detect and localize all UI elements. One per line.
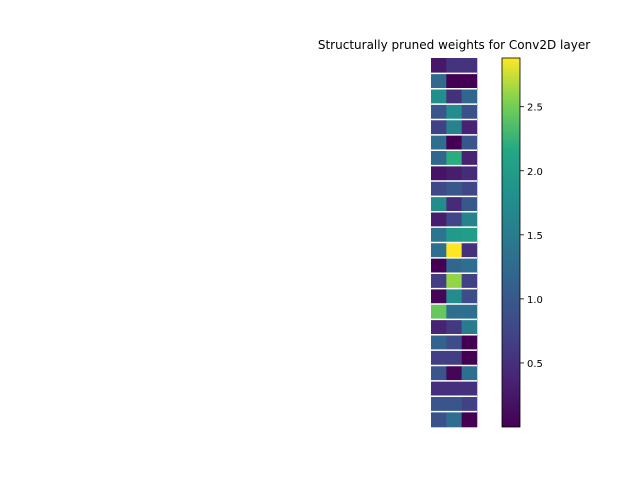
heatmap-cell <box>431 73 447 90</box>
colorbar-axis: 0.5 1.0 1.5 2.0 2.5 <box>520 103 543 370</box>
heatmap-cell <box>446 257 462 274</box>
heatmap-cell <box>461 104 478 120</box>
heatmap-cell <box>431 334 447 351</box>
heatmap-cell <box>431 58 447 74</box>
heatmap-cell <box>446 196 462 213</box>
heatmap-cell <box>461 134 478 151</box>
heatmap-cell <box>461 73 478 90</box>
heatmap-cell <box>461 242 478 259</box>
heatmap-cell <box>431 242 447 259</box>
heatmap-cell <box>431 288 447 305</box>
heatmap-cell <box>431 196 447 213</box>
heatmap-cell <box>461 319 478 336</box>
heatmap-cell <box>431 350 447 366</box>
heatmap-cell <box>446 380 462 397</box>
heatmap-grid <box>431 58 478 428</box>
chart-title: Structurally pruned weights for Conv2D l… <box>318 38 590 52</box>
heatmap-cell <box>446 411 462 428</box>
heatmap-cell <box>431 165 447 182</box>
heatmap-cell <box>461 365 478 382</box>
heatmap-cell <box>446 334 462 351</box>
heatmap-cell <box>461 211 478 228</box>
heatmap-cell <box>446 73 462 90</box>
heatmap-cell <box>446 273 462 289</box>
heatmap-cell <box>446 288 462 305</box>
colorbar-tick-label: 1.5 <box>527 231 543 242</box>
heatmap-cell <box>431 365 447 382</box>
colorbar <box>501 57 521 428</box>
heatmap-cell <box>461 396 478 412</box>
heatmap-cell <box>461 380 478 397</box>
heatmap-cell <box>461 227 478 243</box>
heatmap-cell <box>446 181 462 197</box>
heatmap-cell <box>446 242 462 259</box>
heatmap-cell <box>446 350 462 366</box>
heatmap-cell <box>431 211 447 228</box>
heatmap-cell <box>461 334 478 351</box>
colorbar-tick-label: 2.5 <box>527 103 543 114</box>
heatmap-cell <box>461 58 478 74</box>
heatmap-cell <box>461 181 478 197</box>
heatmap-cell <box>446 134 462 151</box>
heatmap-cell <box>431 273 447 289</box>
heatmap-cell <box>461 273 478 289</box>
heatmap-cell <box>446 104 462 120</box>
heatmap-cell <box>431 134 447 151</box>
heatmap-cell <box>446 365 462 382</box>
heatmap-cell <box>431 227 447 243</box>
row-separators <box>431 72 477 413</box>
heatmap-cell <box>461 288 478 305</box>
heatmap-cell <box>461 304 478 320</box>
heatmap-cell <box>431 396 447 412</box>
heatmap-cell <box>461 150 478 166</box>
heatmap-cell <box>461 119 478 136</box>
heatmap-cell <box>431 319 447 336</box>
colorbar-tick-label: 1.0 <box>527 295 543 306</box>
heatmap-cell <box>446 165 462 182</box>
heatmap-cell <box>446 396 462 412</box>
heatmap-cell <box>446 88 462 105</box>
heatmap-cell <box>431 150 447 166</box>
heatmap-cell <box>461 196 478 213</box>
heatmap-cell <box>431 257 447 274</box>
heatmap-cell <box>431 181 447 197</box>
heatmap-cell <box>446 304 462 320</box>
heatmap-cell <box>446 150 462 166</box>
heatmap-cell <box>446 58 462 74</box>
heatmap-cell <box>431 411 447 428</box>
heatmap-cell <box>431 88 447 105</box>
heatmap-cell <box>431 119 447 136</box>
heatmap-cell <box>446 211 462 228</box>
heatmap-cell <box>431 104 447 120</box>
heatmap-cell <box>461 165 478 182</box>
heatmap-cell <box>461 411 478 428</box>
heatmap-cell <box>446 227 462 243</box>
colorbar-tick-label: 0.5 <box>527 359 543 370</box>
heatmap-cell <box>461 88 478 105</box>
heatmap-cell <box>461 350 478 366</box>
heatmap-cell <box>446 319 462 336</box>
heatmap-cell <box>461 257 478 274</box>
colorbar-tick-label: 2.0 <box>527 167 543 178</box>
heatmap-cell <box>431 304 447 320</box>
heatmap-cell <box>446 119 462 136</box>
heatmap-cell <box>431 380 447 397</box>
